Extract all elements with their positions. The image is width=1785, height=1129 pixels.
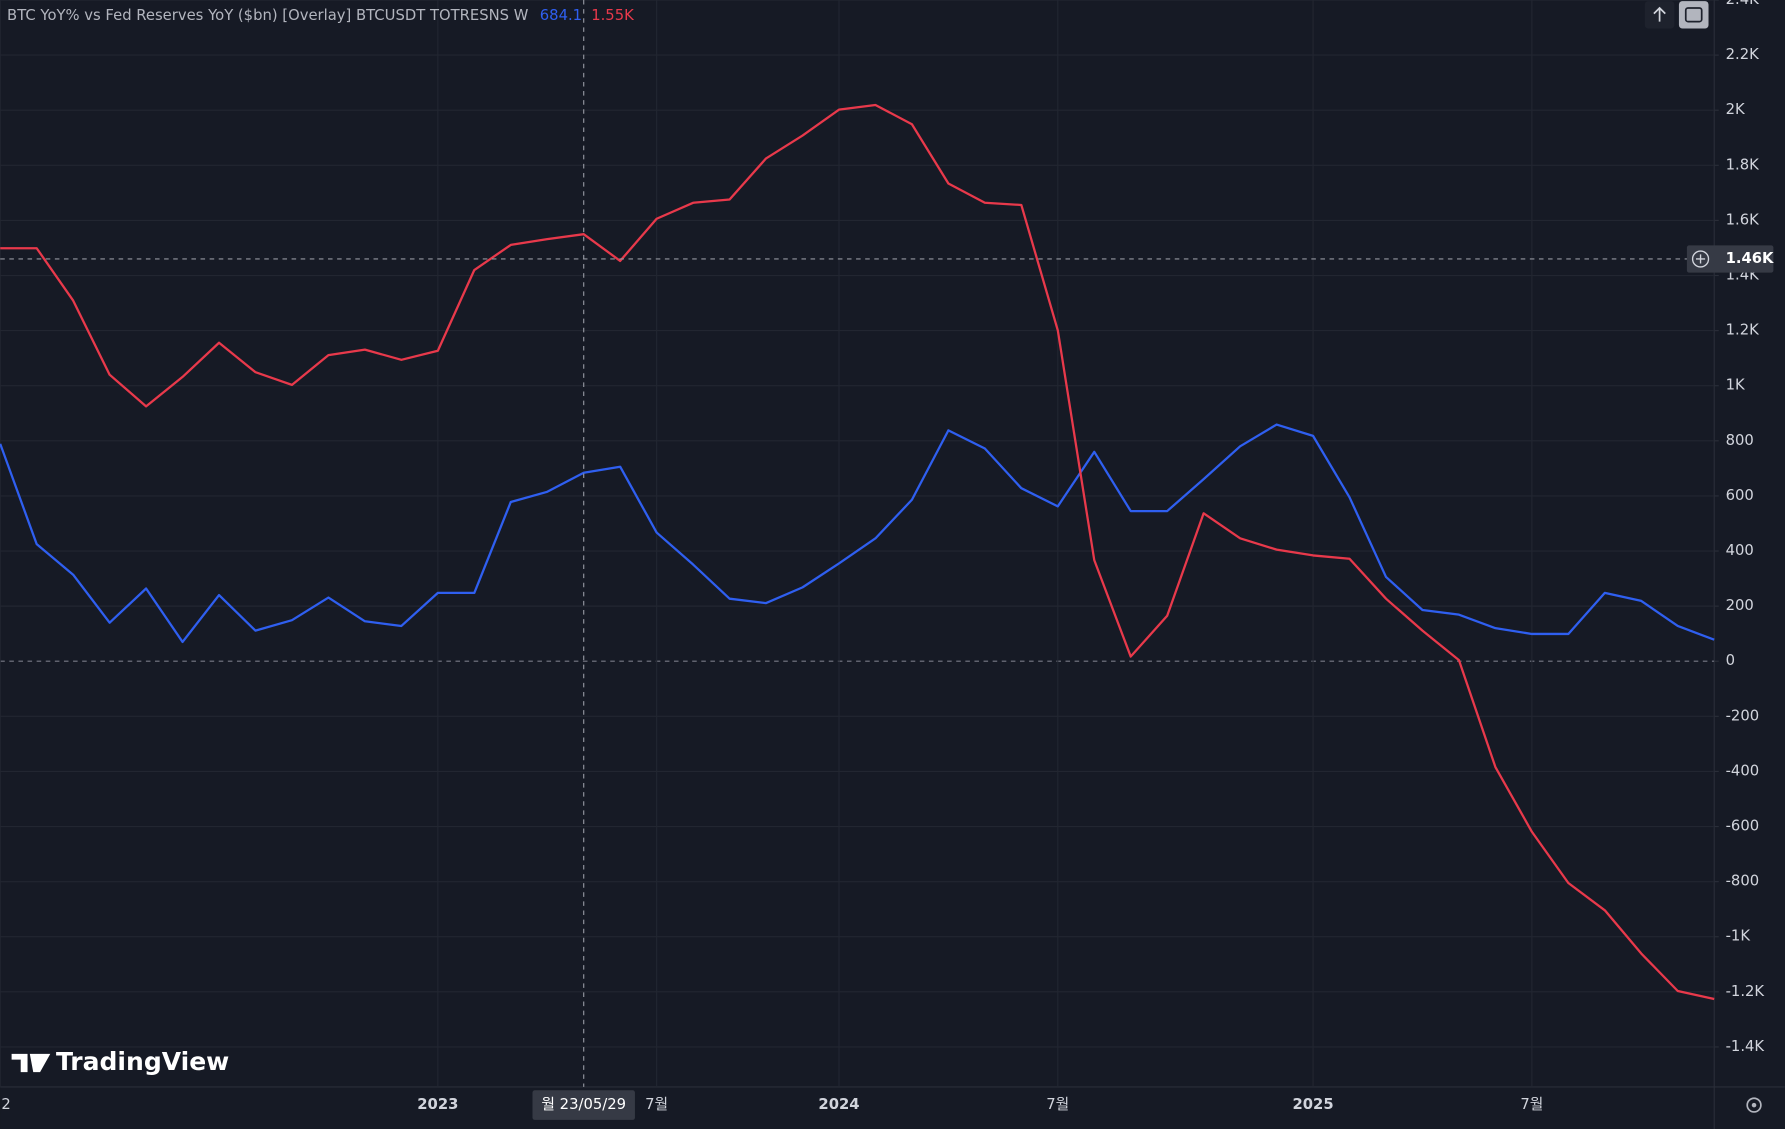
y-tick-label: 800 bbox=[1726, 432, 1754, 449]
plot bbox=[0, 0, 1715, 1087]
crosshair-plus-sign bbox=[1696, 254, 1706, 264]
toolbar bbox=[1644, 1, 1709, 29]
icon-layout bbox=[1684, 7, 1703, 23]
crosshair-y-label: 1.46K bbox=[1726, 250, 1774, 267]
y-tick-label: 400 bbox=[1726, 542, 1754, 559]
y-tick-label: 2.4K bbox=[1726, 0, 1760, 8]
x-tick-label: 2024 bbox=[818, 1096, 859, 1113]
x-tick-label: 7월 bbox=[1046, 1096, 1069, 1113]
y-tick-label: 1.8K bbox=[1726, 156, 1760, 173]
y-tick-label: -1.4K bbox=[1726, 1038, 1765, 1055]
settings-icon[interactable] bbox=[1746, 1097, 1762, 1113]
icon-up bbox=[1653, 6, 1666, 22]
y-tick-label: -600 bbox=[1726, 818, 1760, 835]
crosshair-x-label: 월 23/05/29 bbox=[541, 1096, 626, 1113]
y-tick-label: -800 bbox=[1726, 873, 1760, 890]
y-tick-label: 600 bbox=[1726, 487, 1754, 504]
icon-settings bbox=[1746, 1097, 1762, 1113]
legend-value: 684.1 bbox=[540, 7, 582, 24]
x-tick-label: 7월 bbox=[645, 1096, 668, 1113]
watermark: TradingView bbox=[11, 1047, 229, 1076]
legend-values: 684.1 1.55K bbox=[540, 7, 634, 24]
y-tick-label: 1.6K bbox=[1726, 211, 1760, 228]
y-tick-label: -1.2K bbox=[1726, 983, 1765, 1000]
button-layout[interactable] bbox=[1678, 1, 1709, 29]
grid bbox=[0, 0, 1715, 1087]
crosshair-x-box bbox=[532, 1090, 635, 1120]
y-tick-label: 2.2K bbox=[1726, 46, 1760, 63]
icon-settings-center bbox=[1751, 1102, 1757, 1108]
y-tick-label: -400 bbox=[1726, 762, 1760, 779]
y-tick-label: 1K bbox=[1726, 377, 1745, 394]
crosshair-y-box bbox=[1686, 245, 1774, 273]
legend-title: BTC YoY% vs Fed Reserves YoY ($bn) [Over… bbox=[7, 7, 529, 24]
series-line bbox=[0, 423, 1715, 644]
x-tick-label: 2023 bbox=[417, 1096, 458, 1113]
logo-text: TradingView bbox=[56, 1047, 229, 1076]
crosshair-plus bbox=[1691, 250, 1710, 268]
series-line bbox=[0, 103, 1715, 1001]
y-tick-label: 1.2K bbox=[1726, 322, 1760, 339]
y-tick-label: -200 bbox=[1726, 707, 1760, 724]
x-tick-label: 2 bbox=[1, 1096, 10, 1113]
x-tick-label: 7월 bbox=[1520, 1096, 1543, 1113]
logo-mark bbox=[11, 1053, 51, 1073]
y-tick-label: -1K bbox=[1726, 928, 1751, 945]
legend-value: 1.55K bbox=[591, 7, 634, 24]
y-tick-label: 2K bbox=[1726, 101, 1745, 118]
y-tick-label: 200 bbox=[1726, 597, 1754, 614]
y-tick-label: 0 bbox=[1726, 652, 1735, 669]
x-tick-label: 2025 bbox=[1292, 1096, 1333, 1113]
